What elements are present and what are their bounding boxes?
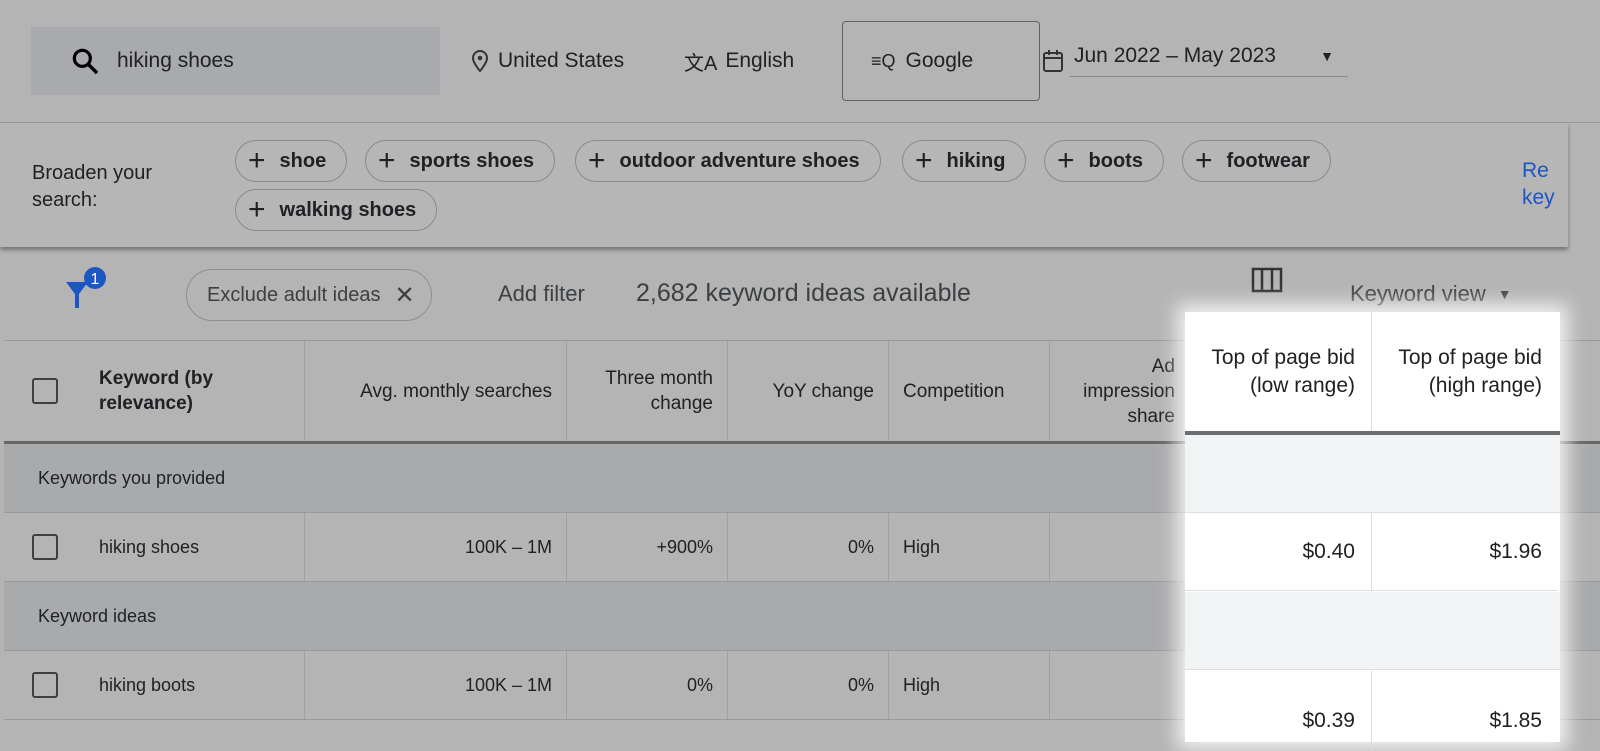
location-selector[interactable]: United States xyxy=(470,44,624,78)
header-top-of-page-bid-low[interactable]: Top of page bid (low range) xyxy=(1185,312,1372,432)
group-row xyxy=(1185,435,1560,513)
chip-label: hiking xyxy=(946,149,1006,172)
location-label: United States xyxy=(498,49,625,72)
chip-label: footwear xyxy=(1226,149,1310,172)
competition-cell: High xyxy=(889,513,1050,581)
location-pin-icon xyxy=(471,49,489,73)
chip-walking-shoes[interactable]: + walking shoes xyxy=(235,189,438,231)
date-range-label: Jun 2022 – May 2023 xyxy=(1074,44,1276,67)
network-label: Google xyxy=(905,49,974,72)
language-selector[interactable]: 文A English xyxy=(684,44,794,78)
header-three-month-change[interactable]: Three month change xyxy=(567,341,728,441)
header-yoy-change[interactable]: YoY change xyxy=(728,341,889,441)
network-selector[interactable]: ≡Q Google xyxy=(842,21,1040,101)
chip-sports-shoes[interactable]: + sports shoes xyxy=(365,140,556,182)
search-network-icon: ≡Q xyxy=(871,50,896,71)
plus-icon: + xyxy=(588,144,606,177)
language-label: English xyxy=(725,49,795,72)
yoy-cell: 0% xyxy=(728,651,889,719)
table-row: hiking boots 100K – 1M 0% 0% High xyxy=(4,651,1600,720)
three-month-cell: 0% xyxy=(567,651,728,719)
bid-high-cell: $1.96 xyxy=(1372,513,1558,591)
calendar-icon xyxy=(1043,49,1063,72)
group-row xyxy=(1185,592,1560,670)
avg-searches-cell: 100K – 1M xyxy=(305,651,567,719)
group-label: Keywords you provided xyxy=(38,467,226,488)
select-all-checkbox[interactable] xyxy=(31,378,58,404)
keyword-search-input[interactable]: hiking shoes xyxy=(31,27,440,95)
header-keyword[interactable]: Keyword (by relevance) xyxy=(85,341,305,441)
group-label: Keyword ideas xyxy=(38,605,157,626)
keyword-cell: hiking boots xyxy=(85,651,305,719)
header-top-of-page-bid-high[interactable]: Top of page bid (high range) xyxy=(1398,346,1542,397)
view-label: Keyword view xyxy=(1350,281,1486,306)
search-icon xyxy=(72,48,99,75)
chip-label: walking shoes xyxy=(279,198,417,221)
header-competition[interactable]: Competition xyxy=(889,341,1050,441)
plus-icon: + xyxy=(1195,144,1213,177)
header-avg-monthly-searches[interactable]: Avg. monthly searches xyxy=(305,341,567,441)
filter-icon: 1 xyxy=(66,267,106,308)
chip-label: shoe xyxy=(279,149,327,172)
add-filter-button[interactable]: Add filter xyxy=(498,281,585,306)
keyword-view-dropdown[interactable]: Keyword view ▼ xyxy=(1350,281,1512,307)
table-row: hiking shoes 100K – 1M +900% 0% High xyxy=(4,513,1600,582)
broaden-label: Broaden your search: xyxy=(32,162,153,211)
bid-high-cell: $1.85 xyxy=(1489,709,1542,732)
avg-searches-cell: 100K – 1M xyxy=(305,513,567,581)
chip-boots[interactable]: + boots xyxy=(1044,140,1164,182)
chip-footwear[interactable]: + footwear xyxy=(1182,140,1331,182)
plus-icon: + xyxy=(1057,144,1075,177)
plus-icon: + xyxy=(915,144,933,177)
row-checkbox[interactable] xyxy=(31,672,58,698)
header-ad-impression-share[interactable]: Ad impression share xyxy=(1050,341,1290,441)
table-header: Keyword (by relevance) Avg. monthly sear… xyxy=(4,340,1600,444)
filter-button[interactable]: 1 xyxy=(62,266,112,317)
plus-icon: + xyxy=(248,144,266,177)
chip-shoe[interactable]: + shoe xyxy=(235,140,348,182)
plus-icon: + xyxy=(248,193,266,226)
highlighted-bid-columns: Top of page bid (low range) Top of page … xyxy=(1185,312,1560,751)
dropdown-arrow-icon: ▼ xyxy=(1320,48,1334,64)
columns-icon xyxy=(1251,267,1283,293)
filter-count-badge: 1 xyxy=(91,271,100,288)
divider xyxy=(0,122,1600,123)
keyword-cell: hiking shoes xyxy=(85,513,305,581)
chip-hiking[interactable]: + hiking xyxy=(902,140,1027,182)
refine-keywords-link[interactable]: Re key xyxy=(1522,159,1555,209)
exclude-adult-chip[interactable]: Exclude adult ideas ✕ xyxy=(186,269,432,321)
chip-label: boots xyxy=(1088,149,1143,172)
bid-low-cell: $0.40 xyxy=(1185,513,1372,591)
yoy-cell: 0% xyxy=(728,513,889,581)
chip-label: outdoor adventure shoes xyxy=(619,149,860,172)
chip-outdoor-adventure-shoes[interactable]: + outdoor adventure shoes xyxy=(575,140,881,182)
translate-icon: 文A xyxy=(684,52,718,75)
close-icon[interactable]: ✕ xyxy=(394,281,415,309)
columns-button[interactable] xyxy=(1251,267,1283,298)
row-checkbox[interactable] xyxy=(31,534,58,560)
broaden-search-panel xyxy=(0,123,1568,247)
bid-low-cell: $0.39 xyxy=(1185,671,1372,751)
dropdown-arrow-icon: ▼ xyxy=(1497,286,1512,302)
date-range-selector[interactable]: Jun 2022 – May 2023 ▼ xyxy=(1042,44,1348,77)
three-month-cell: +900% xyxy=(567,513,728,581)
chip-label: Exclude adult ideas xyxy=(207,283,381,306)
header-divider xyxy=(1185,431,1560,435)
search-query: hiking shoes xyxy=(117,49,234,72)
keyword-count: 2,682 keyword ideas available xyxy=(636,279,971,307)
chip-label: sports shoes xyxy=(409,149,535,172)
competition-cell: High xyxy=(889,651,1050,719)
plus-icon: + xyxy=(378,144,396,177)
